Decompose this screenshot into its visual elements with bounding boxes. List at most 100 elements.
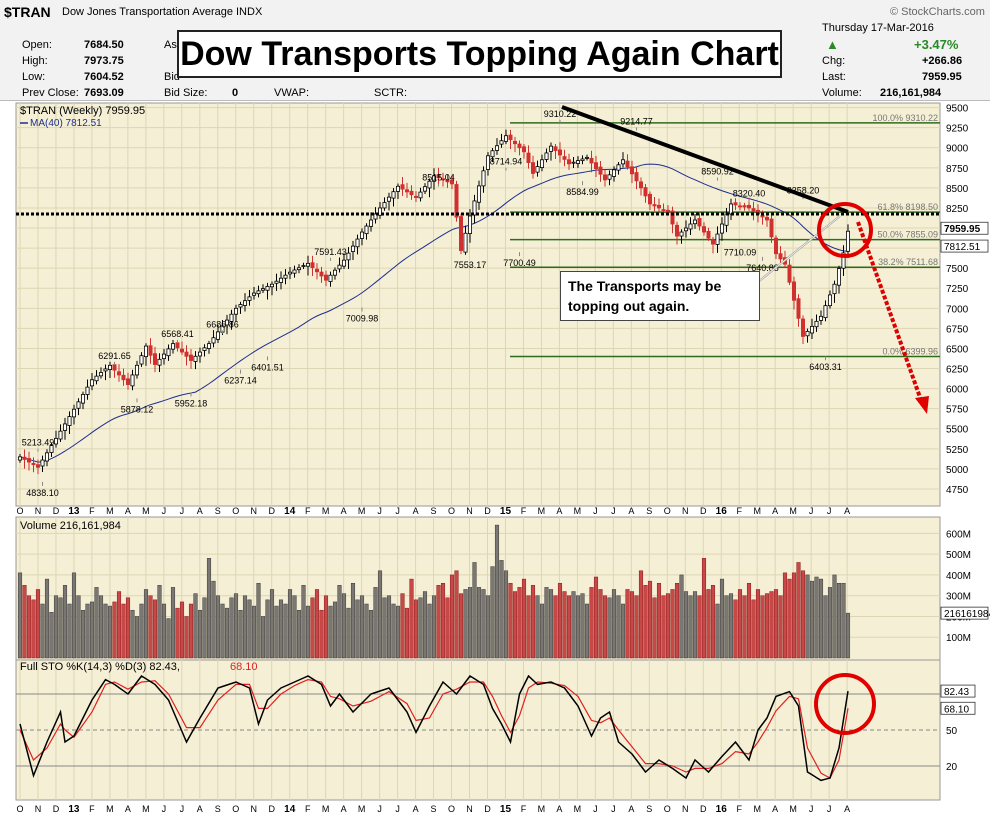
- fib-level-label: 61.8% 8198.50: [877, 202, 938, 212]
- volume-bar: [26, 595, 32, 659]
- point-label: 7640.88: [746, 263, 779, 273]
- volume-bar: [233, 593, 239, 659]
- candle-body: [594, 162, 599, 170]
- volume-bar: [647, 580, 653, 659]
- point-label: 8515.04: [422, 173, 455, 183]
- candle-body: [139, 355, 144, 365]
- candle-body: [823, 305, 828, 319]
- price-tick-label: 9500: [946, 104, 969, 115]
- volume-bar: [553, 595, 558, 659]
- candle-body: [112, 364, 117, 371]
- last-price-box: [940, 221, 989, 235]
- candle-body: [287, 271, 292, 275]
- x-tick-label-bottom: 13: [68, 804, 80, 815]
- volume-bar: [440, 582, 446, 659]
- candle-body: [580, 158, 585, 161]
- x-tick-label-bottom: F: [305, 804, 311, 814]
- volume-bar: [787, 578, 792, 659]
- fib-level-label: 0.0% 6399.96: [882, 346, 938, 356]
- candle-body: [436, 174, 441, 179]
- x-tick-label-bottom: J: [377, 804, 382, 814]
- volume-bar: [629, 591, 635, 659]
- candle-body: [702, 226, 707, 233]
- candle-body: [535, 166, 540, 173]
- candle-body: [558, 149, 563, 156]
- volume-bar: [476, 587, 482, 659]
- stoch-d-line: [19, 678, 849, 779]
- volume-bar: [701, 558, 707, 659]
- x-tick-label-bottom: O: [232, 804, 239, 814]
- volume-bar: [814, 576, 819, 659]
- candle-body: [31, 462, 36, 466]
- volume-bar: [463, 589, 468, 659]
- volume-bar: [238, 609, 243, 659]
- volume-bar: [458, 593, 464, 659]
- price-tick-label: 8500: [946, 184, 969, 195]
- point-label: 8584.99: [566, 187, 599, 197]
- x-tick-label: M: [322, 506, 330, 516]
- point-label: 8320.40: [733, 188, 766, 198]
- volume-bar: [454, 570, 459, 659]
- candle-body: [526, 152, 531, 164]
- price-tick-label: 5250: [946, 445, 969, 456]
- x-tick-label: S: [431, 506, 437, 516]
- candle-body: [283, 274, 288, 279]
- price-tick-label: 6500: [946, 344, 969, 355]
- x-tick-label: S: [215, 506, 221, 516]
- prev-close-value: 7693.09: [84, 87, 124, 99]
- x-tick-label-bottom: S: [215, 804, 221, 814]
- x-tick-label: J: [611, 506, 616, 516]
- volume-bar: [715, 603, 720, 659]
- x-tick-label: O: [16, 506, 23, 516]
- volume-bar: [670, 589, 675, 659]
- candle-body: [603, 174, 608, 181]
- volume-bar: [179, 601, 185, 659]
- candle-body: [229, 313, 234, 322]
- stoch-tick-label: 20: [946, 762, 958, 773]
- index-name: Dow Jones Transportation Average: [62, 6, 234, 18]
- candle-body: [693, 219, 698, 225]
- candle-body: [494, 145, 499, 151]
- candle-body: [63, 423, 68, 431]
- price-tick-label: 7500: [946, 264, 969, 275]
- candle-body: [134, 364, 139, 376]
- x-tick-label: A: [197, 506, 203, 516]
- point-label: 6291.65: [98, 351, 131, 361]
- x-tick-label-bottom: O: [448, 804, 455, 814]
- candle-body: [274, 280, 279, 284]
- price-tick-label: 7000: [946, 304, 969, 315]
- volume-bar: [584, 603, 590, 659]
- fib-level-label: 50.0% 7855.09: [877, 230, 938, 240]
- candle-body: [58, 430, 63, 440]
- volume-bar: [719, 578, 725, 659]
- candle-body: [157, 358, 162, 366]
- candle-body: [449, 179, 454, 185]
- volume-bar: [175, 607, 180, 659]
- candle-body: [819, 315, 824, 321]
- x-tick-label-bottom: F: [89, 804, 95, 814]
- volume-bar: [791, 572, 797, 659]
- ma40-line: [19, 163, 849, 463]
- x-tick-label-bottom: M: [106, 804, 114, 814]
- candle-body: [197, 351, 202, 357]
- volume-bar: [215, 595, 221, 659]
- price-tick-label: 7250: [946, 284, 969, 295]
- candle-body: [787, 264, 792, 283]
- candle-body: [774, 237, 779, 255]
- candle-body: [769, 218, 774, 238]
- volume-bar: [827, 587, 833, 659]
- candle-body: [148, 345, 153, 356]
- volume-bar: [31, 599, 36, 659]
- candle-body: [675, 224, 680, 237]
- x-tick-label-bottom: N: [250, 804, 257, 814]
- sctr-label: SCTR:: [374, 87, 407, 99]
- volume-bar: [427, 603, 432, 659]
- x-tick-label: N: [682, 506, 689, 516]
- x-tick-label: S: [646, 506, 652, 516]
- volume-bar: [310, 597, 315, 659]
- candle-body: [634, 172, 639, 182]
- x-tick-label-bottom: A: [628, 804, 634, 814]
- x-tick-label: F: [89, 506, 95, 516]
- candle-body: [688, 223, 693, 230]
- volume-bar: [188, 603, 194, 659]
